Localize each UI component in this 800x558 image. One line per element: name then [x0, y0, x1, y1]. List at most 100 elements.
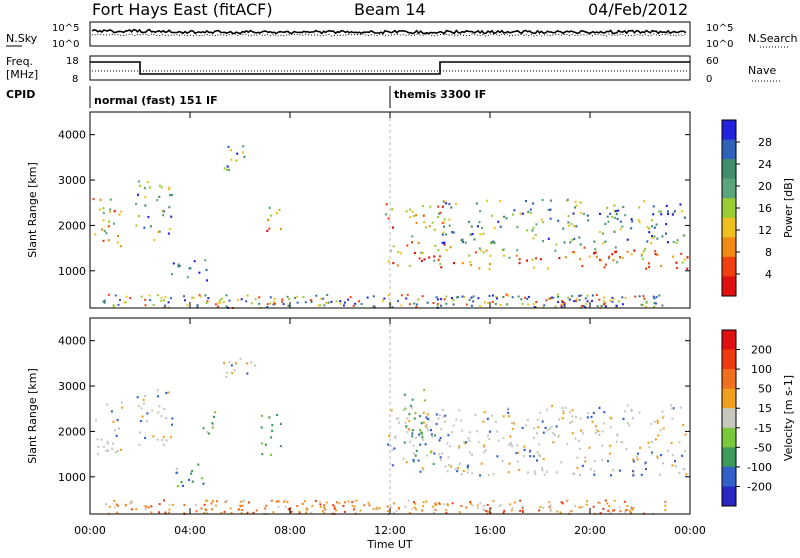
- velocity-cell: [311, 504, 314, 507]
- power-cell: [563, 302, 566, 304]
- velocity-cell: [412, 460, 415, 463]
- time-axis-title: Time UT: [366, 538, 412, 551]
- velocity-cell: [139, 431, 142, 434]
- power-cell: [470, 225, 473, 228]
- velocity-cell: [662, 462, 664, 465]
- power-ytick-label: 3000: [58, 174, 86, 187]
- power-cell: [655, 223, 658, 226]
- velocity-colorbar-swatch: [722, 447, 736, 468]
- time-tick-label: 12:00: [374, 524, 406, 537]
- power-region: [135, 180, 173, 242]
- velocity-cell: [314, 499, 317, 502]
- power-cell: [562, 227, 565, 230]
- velocity-cell: [422, 411, 425, 414]
- power-cell: [503, 215, 506, 218]
- velocity-cell: [421, 436, 424, 439]
- velocity-cell: [627, 422, 629, 425]
- power-cell: [497, 220, 500, 223]
- time-tick-label: 08:00: [274, 524, 306, 537]
- power-cell: [113, 222, 115, 225]
- power-cell: [464, 241, 467, 244]
- power-cell: [415, 214, 418, 217]
- power-cell: [439, 262, 442, 266]
- velocity-cell: [549, 504, 552, 507]
- velocity-cell: [615, 440, 618, 443]
- power-cell: [391, 208, 394, 211]
- velocity-cell: [626, 504, 629, 507]
- velocity-cell: [426, 413, 429, 416]
- power-cell: [453, 262, 455, 265]
- power-cell: [624, 296, 627, 299]
- velocity-cell: [141, 415, 144, 418]
- velocity-cell: [142, 402, 145, 405]
- power-cell: [471, 232, 474, 236]
- power-cell: [488, 268, 491, 271]
- velocity-cell: [228, 361, 231, 364]
- velocity-region: [260, 413, 282, 456]
- power-cell: [437, 258, 440, 262]
- power-cell: [160, 186, 163, 189]
- power-cell: [532, 202, 535, 205]
- velocity-cell: [609, 444, 612, 447]
- power-cell: [676, 239, 679, 242]
- power-cell: [451, 297, 453, 299]
- power-cell: [499, 225, 502, 228]
- power-cell: [584, 303, 587, 305]
- power-cell: [591, 299, 593, 302]
- power-cell: [281, 300, 284, 303]
- power-cell: [406, 293, 409, 296]
- velocity-cell: [476, 504, 479, 507]
- power-cell: [645, 267, 648, 270]
- power-cell: [642, 250, 645, 253]
- velocity-cell: [116, 450, 119, 453]
- velocity-region: [440, 404, 688, 477]
- power-cell: [330, 300, 333, 303]
- power-cell: [518, 258, 521, 261]
- velocity-cell: [529, 449, 532, 452]
- velocity-ytick-label: 1000: [58, 471, 86, 484]
- velocity-cell: [648, 446, 651, 449]
- velocity-region: [175, 463, 205, 488]
- power-cell: [149, 299, 152, 302]
- velocity-cell: [622, 417, 625, 420]
- velocity-cell: [670, 404, 673, 407]
- velocity-cell: [97, 445, 100, 448]
- power-cell: [560, 304, 563, 307]
- power-cell: [438, 212, 441, 215]
- power-cell: [525, 200, 527, 203]
- power-cell: [140, 295, 143, 298]
- velocity-cell: [428, 418, 431, 421]
- power-cell: [421, 252, 424, 255]
- velocity-cell: [475, 430, 478, 433]
- velocity-cell: [422, 504, 425, 507]
- velocity-cell: [465, 506, 468, 509]
- power-cell: [571, 239, 574, 242]
- noise-panel-frame: [89, 21, 691, 47]
- power-cell: [267, 218, 269, 222]
- power-cell: [609, 212, 612, 215]
- power-cell: [598, 298, 601, 301]
- power-cell: [230, 149, 232, 152]
- velocity-cell: [511, 427, 514, 431]
- power-x-axis: [89, 112, 691, 308]
- velocity-cell: [283, 500, 286, 503]
- power-cell: [550, 296, 553, 299]
- velocity-cell: [451, 431, 454, 434]
- power-cell: [107, 239, 110, 242]
- velocity-cell: [620, 441, 623, 444]
- velocity-cell: [609, 512, 612, 515]
- velocity-cell: [671, 407, 674, 410]
- velocity-cell: [116, 418, 119, 422]
- velocity-cell: [425, 416, 428, 419]
- velocity-cell: [430, 429, 432, 432]
- velocity-cell: [454, 468, 457, 471]
- velocity-cell: [414, 454, 417, 457]
- velocity-cell: [152, 435, 155, 438]
- velocity-cell: [107, 449, 110, 452]
- power-cell: [387, 260, 390, 263]
- velocity-colorbar-swatches: [722, 330, 736, 507]
- power-cell: [268, 206, 271, 209]
- velocity-cell: [671, 464, 674, 467]
- velocity-cell: [241, 509, 244, 511]
- power-cell: [611, 215, 614, 218]
